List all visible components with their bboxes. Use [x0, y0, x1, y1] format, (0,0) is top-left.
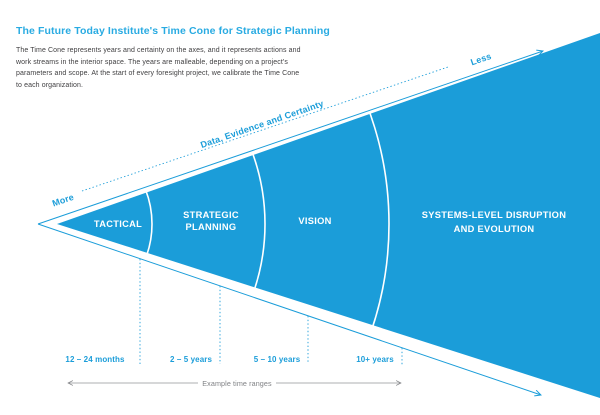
cone-outline-top-arrow [37, 49, 544, 225]
page-title: The Future Today Institute's Time Cone f… [16, 25, 330, 37]
header: The Future Today Institute's Time Cone f… [16, 25, 436, 91]
description-line: work streams in the interior space. The … [16, 58, 288, 66]
description-line: to each organization. [16, 81, 84, 89]
description-line: The Time Cone represents years and certa… [16, 47, 301, 54]
more-label: More [51, 192, 75, 209]
section-label-tactical: TACTICAL [94, 219, 142, 229]
certainty-axis-dotted-line [81, 66, 449, 192]
time-cone-fill [57, 33, 600, 398]
time-range-vision: 5 – 10 years [254, 355, 301, 364]
description: The Time Cone represents years and certa… [16, 45, 436, 91]
time-range-strategic: 2 – 5 years [170, 355, 212, 364]
description-line: parameters and scope. At the start of ev… [16, 70, 300, 78]
divider-arc-vision-systems [0, 0, 389, 415]
section-label-strategic-planning-line2: PLANNING [186, 222, 237, 232]
section-label-systems-line1: SYSTEMS-LEVEL DISRUPTION [422, 210, 566, 220]
section-label-vision: VISION [298, 216, 331, 226]
time-range-systems: 10+ years [356, 355, 394, 364]
time-range-tactical: 12 – 24 months [65, 355, 125, 364]
section-label-systems-line2: AND EVOLUTION [454, 224, 535, 234]
divider-arc-strategic-vision [40, 26, 266, 415]
example-time-ranges-label: Example time ranges [202, 379, 272, 388]
cone-outline-bottom-arrow [37, 223, 542, 397]
less-label: Less [469, 51, 492, 67]
section-label-strategic-planning-line1: STRATEGIC [183, 210, 239, 220]
